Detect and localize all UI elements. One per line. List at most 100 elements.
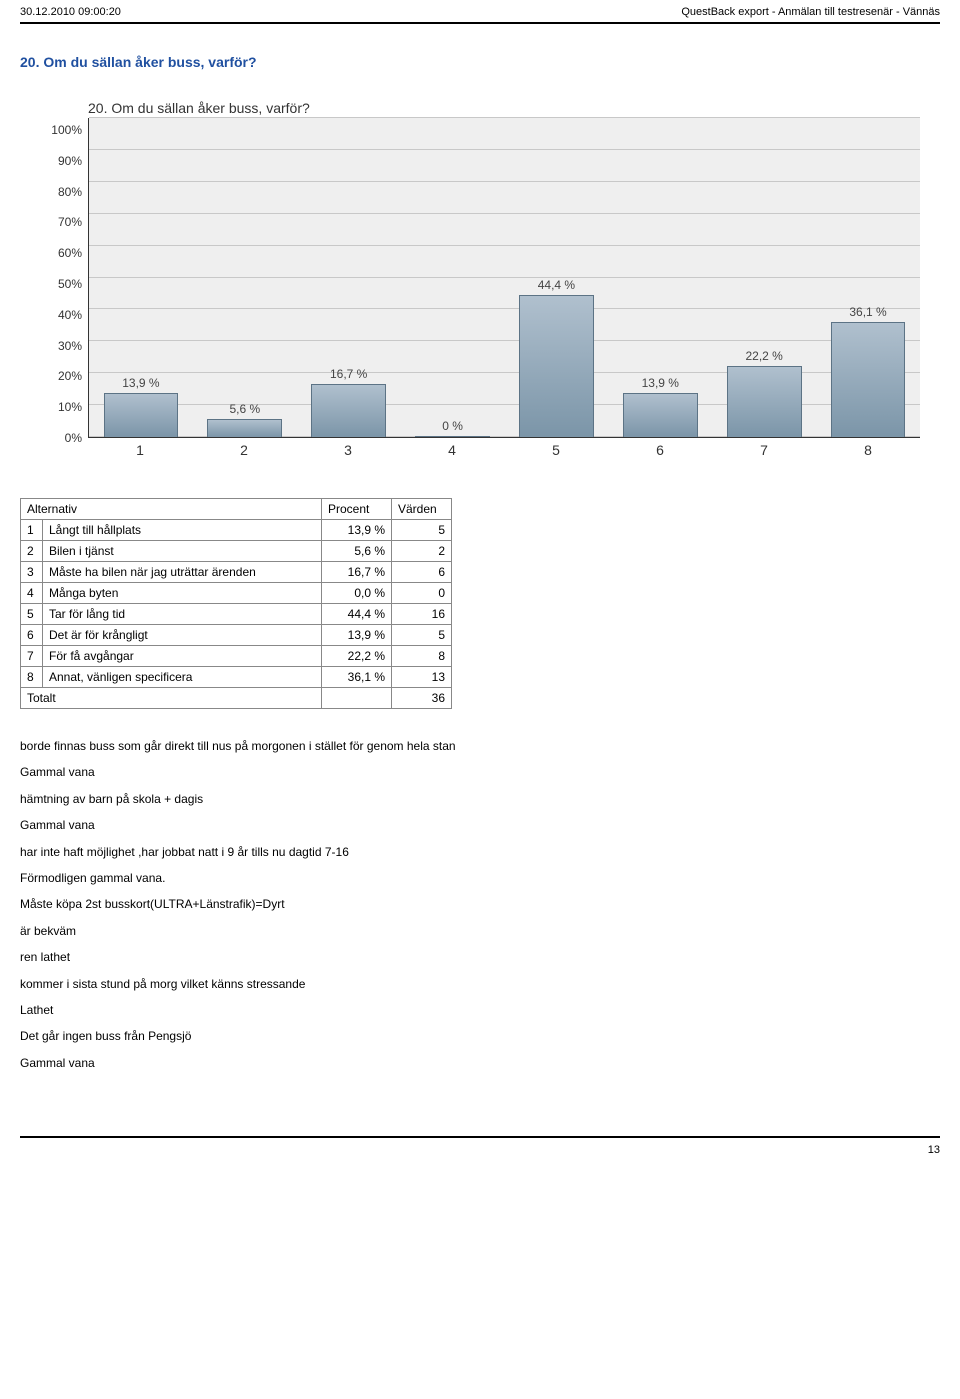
y-tick-label: 70% (58, 216, 82, 228)
x-tick-label: 3 (296, 438, 400, 458)
y-tick-label: 20% (58, 370, 82, 382)
row-label: Många byten (43, 583, 322, 604)
row-num: 5 (21, 604, 43, 625)
bar: 36,1 % (831, 322, 906, 437)
row-pct: 0,0 % (322, 583, 392, 604)
bar: 13,9 % (623, 393, 698, 437)
x-tick-label: 6 (608, 438, 712, 458)
comment-line: ren lathet (20, 944, 940, 970)
row-val: 6 (392, 562, 452, 583)
row-pct: 22,2 % (322, 646, 392, 667)
question-title: 20. Om du sällan åker buss, varför? (20, 54, 940, 70)
total-pct (322, 688, 392, 709)
col-procent: Procent (322, 499, 392, 520)
bar: 13,9 % (104, 393, 179, 437)
table-row: 8Annat, vänligen specificera36,1 %13 (21, 667, 452, 688)
y-axis: 100%90%80%70%60%50%40%30%20%10%0% (40, 118, 88, 438)
row-num: 3 (21, 562, 43, 583)
x-tick-label: 2 (192, 438, 296, 458)
y-tick-label: 10% (58, 401, 82, 413)
table-row: 6Det är för krångligt13,9 %5 (21, 625, 452, 646)
row-label: Tar för lång tid (43, 604, 322, 625)
row-label: För få avgångar (43, 646, 322, 667)
table-header-row: Alternativ Procent Värden (21, 499, 452, 520)
bar-value-label: 44,4 % (520, 278, 593, 292)
comment-line: borde finnas buss som går direkt till nu… (20, 733, 940, 759)
row-pct: 16,7 % (322, 562, 392, 583)
row-val: 0 (392, 583, 452, 604)
table-row: 3Måste ha bilen när jag uträttar ärenden… (21, 562, 452, 583)
row-val: 2 (392, 541, 452, 562)
comment-line: är bekväm (20, 918, 940, 944)
y-tick-label: 80% (58, 186, 82, 198)
y-tick-label: 60% (58, 247, 82, 259)
col-alternativ: Alternativ (21, 499, 322, 520)
row-pct: 44,4 % (322, 604, 392, 625)
table-total-row: Totalt 36 (21, 688, 452, 709)
row-val: 13 (392, 667, 452, 688)
comment-line: Gammal vana (20, 812, 940, 838)
row-num: 1 (21, 520, 43, 541)
table-row: 2Bilen i tjänst5,6 %2 (21, 541, 452, 562)
y-tick-label: 30% (58, 340, 82, 352)
bar-chart: 20. Om du sällan åker buss, varför? 100%… (40, 100, 940, 458)
row-label: Bilen i tjänst (43, 541, 322, 562)
row-num: 2 (21, 541, 43, 562)
table-row: 7För få avgångar22,2 %8 (21, 646, 452, 667)
bar-value-label: 5,6 % (208, 402, 281, 416)
gridline (89, 117, 920, 118)
x-tick-label: 7 (712, 438, 816, 458)
gridline (89, 245, 920, 246)
gridline (89, 181, 920, 182)
row-label: Måste ha bilen när jag uträttar ärenden (43, 562, 322, 583)
comment-line: hämtning av barn på skola + dagis (20, 786, 940, 812)
gridline (89, 308, 920, 309)
bar: 44,4 % (519, 295, 594, 437)
total-label: Totalt (21, 688, 322, 709)
chart-title: 20. Om du sällan åker buss, varför? (88, 100, 940, 116)
bar-value-label: 13,9 % (624, 376, 697, 390)
comment-line: Förmodligen gammal vana. (20, 865, 940, 891)
x-axis: 12345678 (88, 438, 920, 458)
comment-line: Gammal vana (20, 759, 940, 785)
row-val: 5 (392, 520, 452, 541)
row-pct: 13,9 % (322, 520, 392, 541)
gridline (89, 149, 920, 150)
table-row: 4Många byten0,0 %0 (21, 583, 452, 604)
row-pct: 13,9 % (322, 625, 392, 646)
bar-value-label: 36,1 % (832, 305, 905, 319)
comment-line: Gammal vana (20, 1050, 940, 1076)
row-label: Det är för krångligt (43, 625, 322, 646)
total-val: 36 (392, 688, 452, 709)
bar: 22,2 % (727, 366, 802, 437)
y-tick-label: 100% (51, 124, 82, 136)
bar-value-label: 13,9 % (105, 376, 178, 390)
comment-line: Det går ingen buss från Pengsjö (20, 1023, 940, 1049)
x-tick-label: 5 (504, 438, 608, 458)
x-tick-label: 8 (816, 438, 920, 458)
chart-plot: 13,9 % 5,6 % 16,7 % 0 % 44,4 % 13,9 % 22,2 % 36… (88, 118, 920, 438)
row-label: Långt till hållplats (43, 520, 322, 541)
row-num: 7 (21, 646, 43, 667)
row-num: 4 (21, 583, 43, 604)
row-pct: 36,1 % (322, 667, 392, 688)
header-right: QuestBack export - Anmälan till testrese… (681, 6, 940, 18)
free-text-comments: borde finnas buss som går direkt till nu… (20, 733, 940, 1076)
comment-line: Lathet (20, 997, 940, 1023)
bar-value-label: 0 % (416, 419, 489, 433)
y-tick-label: 50% (58, 278, 82, 290)
bar: 0 % (415, 436, 490, 437)
y-tick-label: 90% (58, 155, 82, 167)
y-tick-label: 40% (58, 309, 82, 321)
bar: 5,6 % (207, 419, 282, 437)
bar: 16,7 % (311, 384, 386, 437)
row-val: 5 (392, 625, 452, 646)
comment-line: kommer i sista stund på morg vilket känn… (20, 971, 940, 997)
header-left: 30.12.2010 09:00:20 (20, 6, 121, 18)
col-varden: Värden (392, 499, 452, 520)
page-header: 30.12.2010 09:00:20 QuestBack export - A… (20, 0, 940, 22)
row-num: 8 (21, 667, 43, 688)
row-val: 16 (392, 604, 452, 625)
comment-line: har inte haft möjlighet ,har jobbat natt… (20, 839, 940, 865)
row-num: 6 (21, 625, 43, 646)
